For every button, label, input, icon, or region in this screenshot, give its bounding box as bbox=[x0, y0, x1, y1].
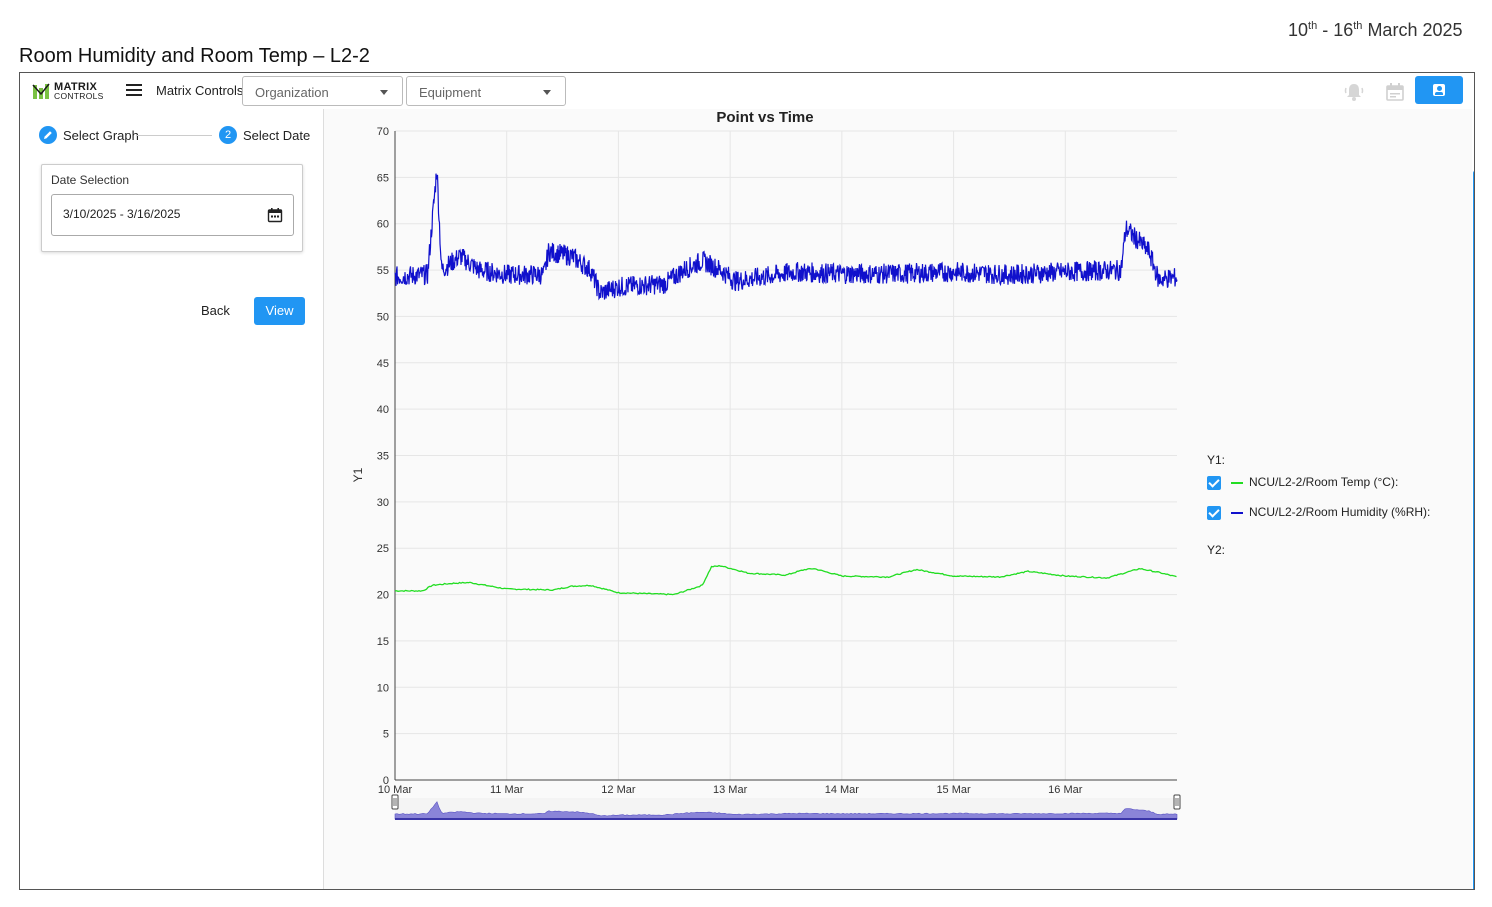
left-panel: Select Graph 2 Select Date Date Selectio… bbox=[20, 109, 324, 889]
checkbox-icon[interactable] bbox=[1207, 476, 1221, 490]
legend-y1-header: Y1: bbox=[1207, 453, 1226, 467]
legend-label: NCU/L2-2/Room Humidity (%RH): bbox=[1249, 505, 1431, 519]
legend-label: NCU/L2-2/Room Temp (°C): bbox=[1249, 475, 1399, 489]
x-tick-label: 16 Mar bbox=[1048, 784, 1083, 796]
back-button[interactable]: Back bbox=[201, 303, 230, 318]
step-number: 2 bbox=[219, 126, 237, 144]
equipment-select[interactable]: Equipment bbox=[406, 76, 566, 106]
date-separator: - bbox=[1317, 20, 1334, 40]
date-month-year: March 2025 bbox=[1362, 20, 1463, 40]
organization-select[interactable]: Organization bbox=[242, 76, 403, 106]
y-tick-label: 55 bbox=[377, 265, 389, 277]
range-handle-left[interactable] bbox=[391, 794, 399, 810]
y-tick-label: 10 bbox=[377, 682, 389, 694]
top-bar: MATRIX CONTROLS Matrix Controls Organiza… bbox=[20, 73, 1474, 109]
y-tick-label: 40 bbox=[377, 404, 389, 416]
x-tick-label: 12 Mar bbox=[601, 784, 636, 796]
organization-select-label: Organization bbox=[255, 85, 329, 100]
bell-icon[interactable] bbox=[1343, 81, 1365, 103]
chevron-down-icon bbox=[380, 90, 388, 95]
matrix-logo[interactable]: MATRIX CONTROLS bbox=[32, 81, 110, 101]
checkbox-icon[interactable] bbox=[1207, 506, 1221, 520]
logo-mark-icon bbox=[32, 83, 50, 99]
series-line-room-humidity bbox=[394, 173, 1178, 301]
user-icon bbox=[1433, 84, 1445, 96]
step-label: Select Date bbox=[243, 128, 311, 143]
page-title: Room Humidity and Room Temp – L2-2 bbox=[19, 45, 370, 67]
y-tick-label: 35 bbox=[377, 451, 389, 463]
y-tick-label: 45 bbox=[377, 358, 389, 370]
vertical-scrollbar[interactable] bbox=[1473, 171, 1474, 889]
x-tick-label: 14 Mar bbox=[825, 784, 860, 796]
calendar-icon[interactable] bbox=[1384, 81, 1406, 103]
menu-icon[interactable] bbox=[126, 84, 142, 98]
date-range-value: 3/10/2025 - 3/16/2025 bbox=[63, 207, 181, 221]
step-label: Select Graph bbox=[63, 128, 139, 143]
date-end-suffix: th bbox=[1353, 20, 1363, 32]
date-start-day: 10 bbox=[1288, 20, 1309, 40]
y-tick-label: 50 bbox=[377, 311, 389, 323]
view-button[interactable]: View bbox=[254, 297, 305, 325]
y-tick-label: 65 bbox=[377, 172, 389, 184]
date-selection-title: Date Selection bbox=[51, 173, 130, 187]
date-range-field[interactable]: 3/10/2025 - 3/16/2025 bbox=[51, 194, 294, 236]
date-start-suffix: th bbox=[1308, 20, 1318, 32]
y-tick-label: 70 bbox=[377, 126, 389, 138]
y-tick-label: 20 bbox=[377, 590, 389, 602]
logo-text-controls: CONTROLS bbox=[54, 91, 104, 101]
chart-area: Point vs Time Y1 0 5 10 15 20 25 30 35 40 45 50 55 6… bbox=[324, 109, 1474, 889]
y-tick-label: 5 bbox=[383, 729, 389, 741]
calendar-icon[interactable] bbox=[267, 207, 283, 223]
y-tick-label: 25 bbox=[377, 543, 389, 555]
user-profile-button[interactable] bbox=[1415, 76, 1463, 104]
x-tick-label: 13 Mar bbox=[713, 784, 748, 796]
chevron-down-icon bbox=[543, 90, 551, 95]
stepper-connector bbox=[136, 135, 212, 136]
equipment-select-label: Equipment bbox=[419, 85, 482, 100]
legend-y2-header: Y2: bbox=[1207, 543, 1226, 557]
series-line-room-temp bbox=[394, 564, 1177, 596]
date-selection-card: Date Selection 3/10/2025 - 3/16/2025 bbox=[41, 164, 303, 252]
chart-title: Point vs Time bbox=[716, 109, 813, 126]
app-name: Matrix Controls bbox=[156, 83, 244, 98]
legend-swatch bbox=[1231, 482, 1243, 484]
legend-swatch bbox=[1231, 512, 1243, 514]
x-tick-label: 10 Mar bbox=[378, 784, 413, 796]
y-tick-label: 60 bbox=[377, 219, 389, 231]
pencil-icon bbox=[39, 126, 57, 144]
y-tick-label: 15 bbox=[377, 636, 389, 648]
x-tick-label: 15 Mar bbox=[936, 784, 971, 796]
app-window: MATRIX CONTROLS Matrix Controls Organiza… bbox=[19, 72, 1475, 890]
y-axis-label: Y1 bbox=[351, 467, 365, 482]
report-date-range: 10th - 16th March 2025 bbox=[1288, 20, 1463, 41]
range-navigator-series bbox=[394, 801, 1178, 820]
range-handle-right[interactable] bbox=[1173, 794, 1181, 810]
logo-text-matrix: MATRIX bbox=[54, 81, 98, 93]
x-tick-label: 11 Mar bbox=[490, 784, 524, 796]
point-vs-time-chart: Point vs Time Y1 0 5 10 15 20 25 30 35 40 45 50 55 6… bbox=[351, 109, 1181, 820]
date-end-day: 16 bbox=[1333, 20, 1354, 40]
y-tick-label: 30 bbox=[377, 497, 389, 509]
y-tick-label: 0 bbox=[383, 775, 389, 787]
